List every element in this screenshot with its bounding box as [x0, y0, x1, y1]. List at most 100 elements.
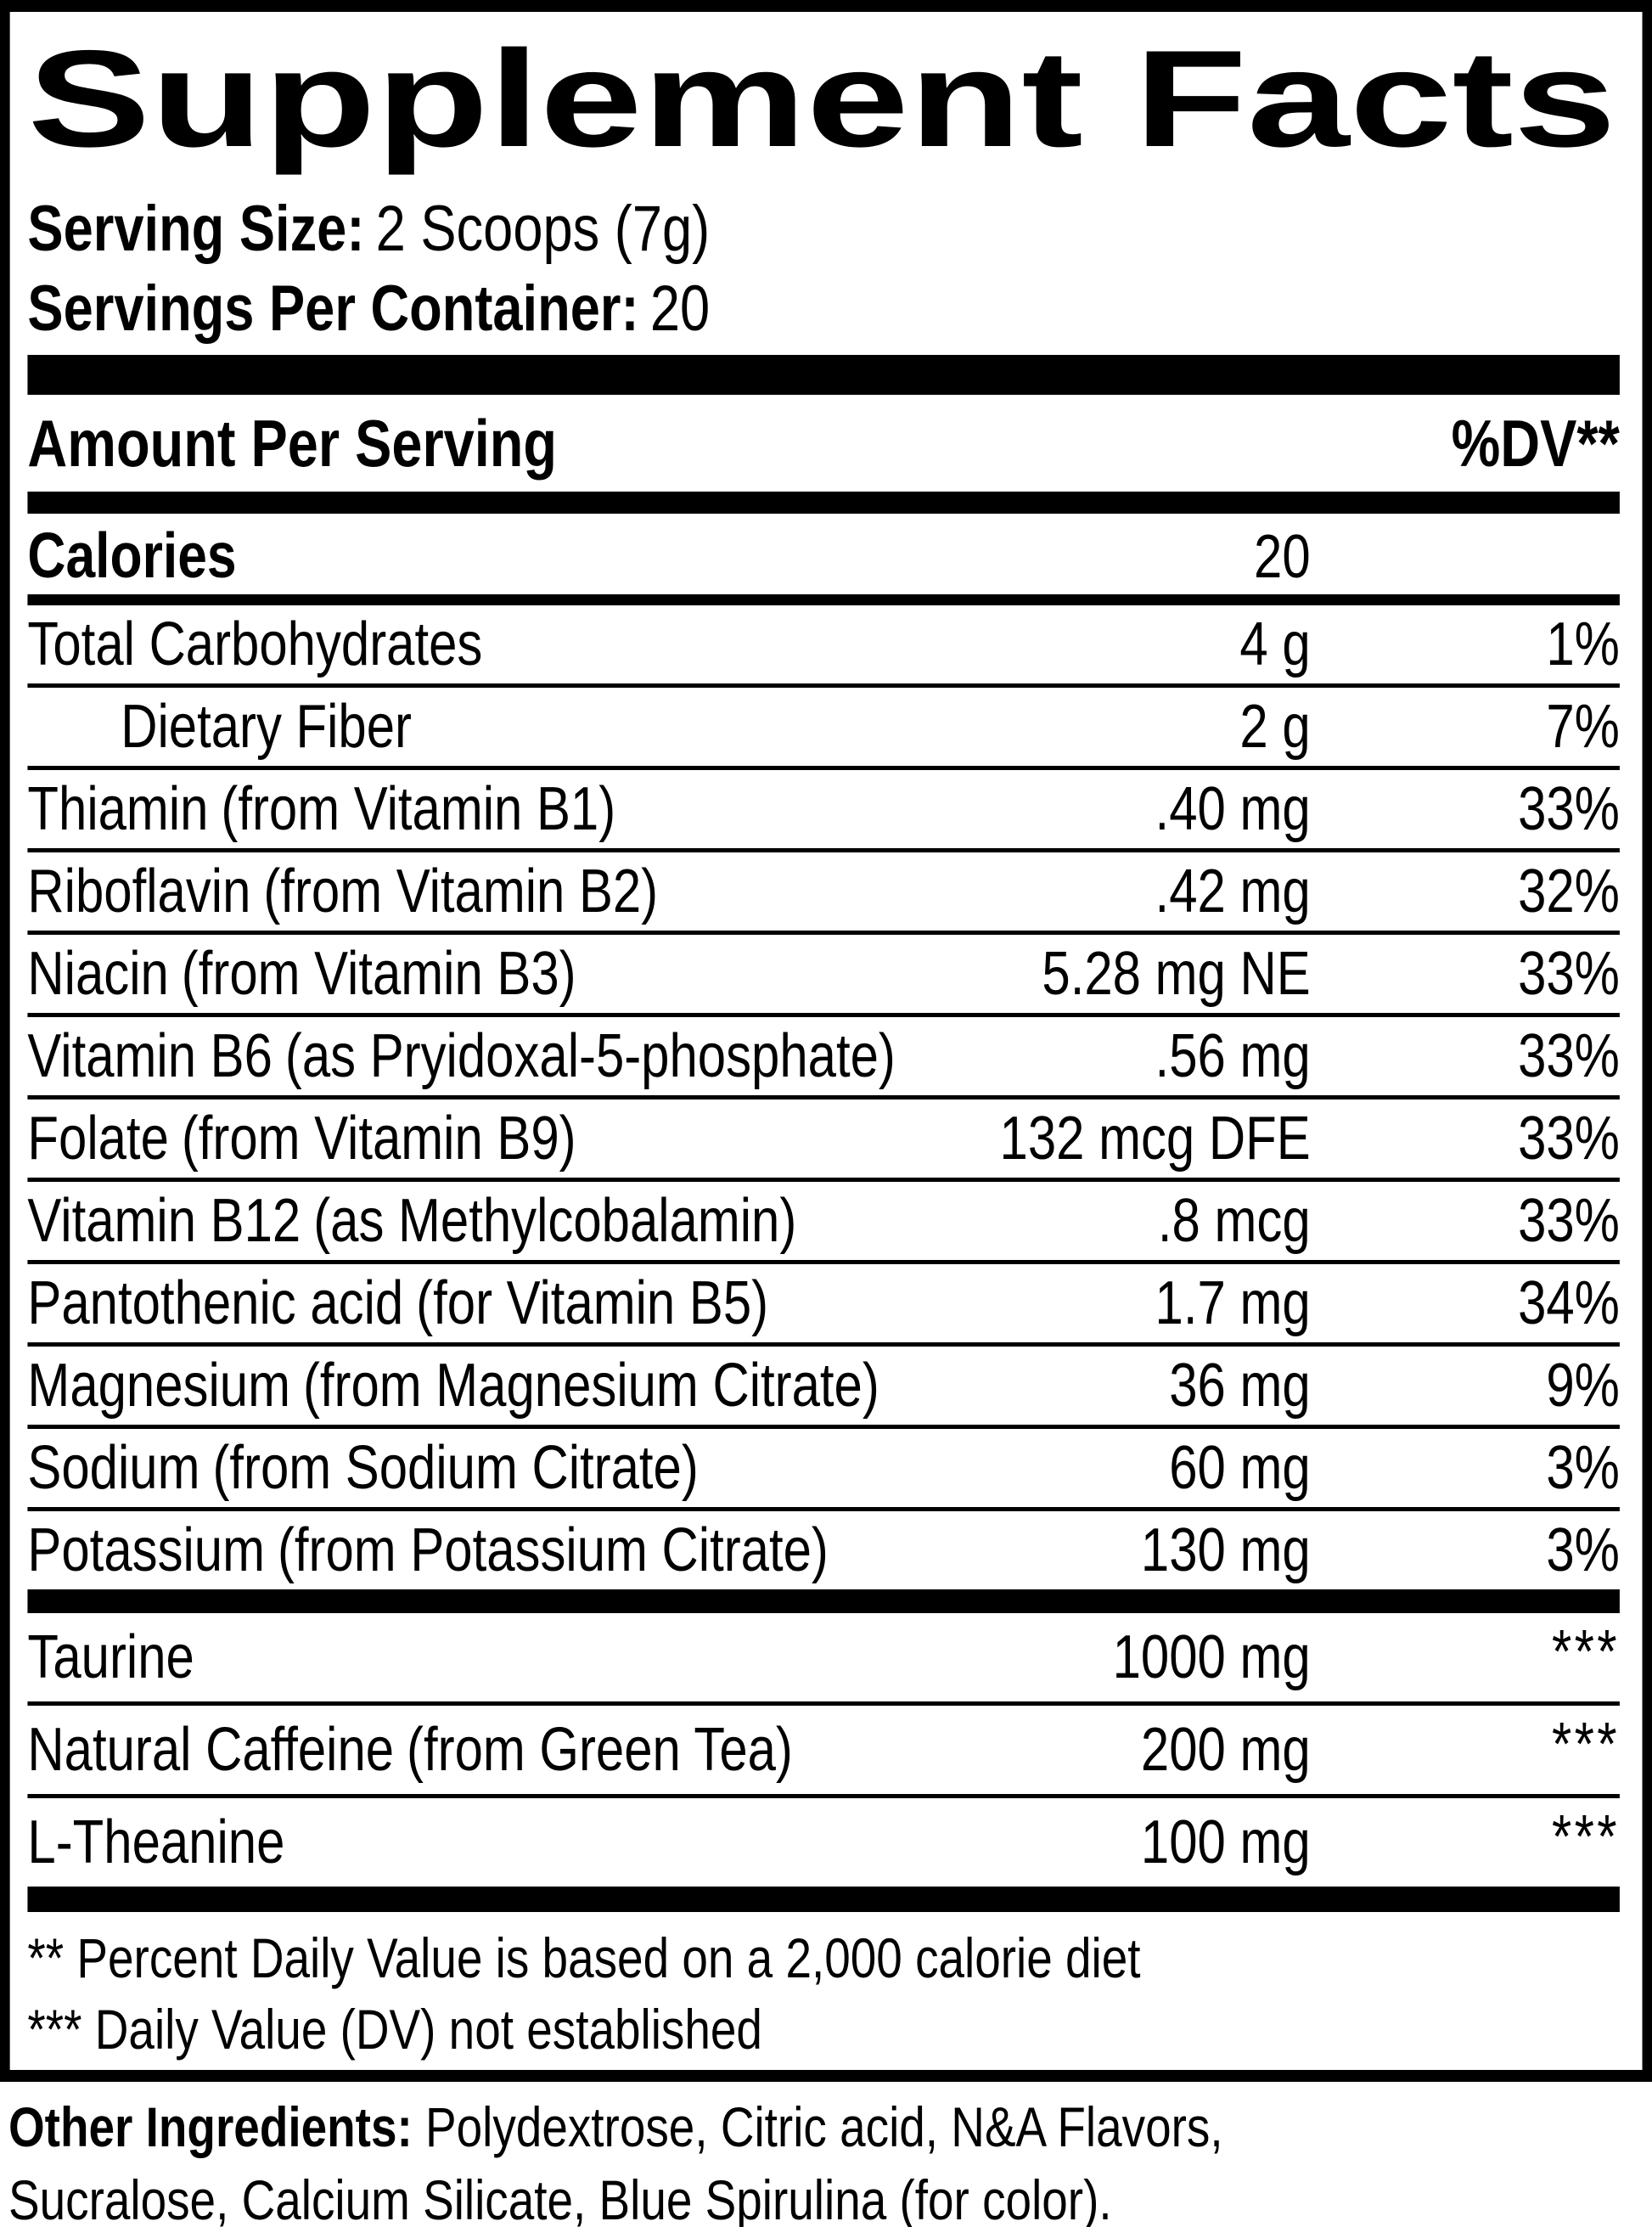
row-separator [27, 1425, 1620, 1429]
ingredient-amount: .8 mcg [1157, 1187, 1311, 1255]
calories-value: 20 [1254, 523, 1311, 591]
ingredient-name-cell: Niacin (from Vitamin B3) [27, 943, 576, 1004]
ingredient-dv: *** [1552, 1803, 1620, 1871]
table-row: Thiamin (from Vitamin B1) .40 mg 33% [27, 770, 1619, 848]
ingredient-name: Dietary Fiber [121, 693, 412, 761]
table-row: Niacin (from Vitamin B3) 5.28 mg NE 33% [27, 935, 1619, 1013]
ingredient-dv: 33% [1518, 775, 1620, 843]
extra-rows-group: Taurine 1000 mg *** Natural Caffeine (fr… [27, 1613, 1620, 1887]
other-ingredients-section: Other Ingredients: Polydextrose, Citric … [8, 2090, 1644, 2227]
ingredient-name-cell: Vitamin B12 (as Methylcobalamin) [27, 1190, 796, 1251]
ingredient-amount: 2 g [1239, 693, 1311, 761]
ingredient-name-cell: Dietary Fiber [27, 696, 412, 757]
ingredient-name: Vitamin B12 [27, 1187, 301, 1255]
ingredient-amount: 132 mcg DFE [999, 1105, 1311, 1173]
ingredient-name-cell: Natural Caffeine (from Green Tea) [27, 1719, 792, 1780]
ingredient-detail: (from Vitamin B1) [221, 775, 616, 843]
ingredient-amount: 5.28 mg NE [1042, 940, 1311, 1008]
table-row: L-Theanine 100 mg *** [27, 1798, 1619, 1887]
serving-size-label: Serving Size: [27, 193, 365, 265]
ingredient-dv: 3% [1546, 1434, 1620, 1502]
ingredient-name-cell: Thiamin (from Vitamin B1) [27, 779, 615, 840]
footnote-dv-not-established: *** Daily Value (DV) not established [27, 1998, 762, 2061]
servings-per-container-value: 20 [649, 273, 711, 345]
table-row: Taurine 1000 mg *** [27, 1613, 1619, 1701]
ingredient-amount: 36 mg [1169, 1352, 1311, 1420]
ingredient-name-cell: Vitamin B6 (as Pryidoxal-5-phosphate) [27, 1026, 895, 1087]
table-row: Potassium (from Potassium Citrate) 130 m… [27, 1511, 1619, 1589]
ingredient-name: Vitamin B6 [27, 1022, 273, 1090]
serving-size-line: Serving Size: 2 Scoops (7g) [27, 197, 1619, 262]
ingredient-name-cell: Folate (from Vitamin B9) [27, 1108, 576, 1169]
ingredient-dv: 9% [1546, 1352, 1620, 1420]
ingredient-name: Total Carbohydrates [27, 610, 483, 678]
ingredient-detail: (from Green Tea) [407, 1716, 793, 1784]
supplement-facts-panel: Supplement Facts Serving Size: 2 Scoops (… [0, 0, 1652, 2082]
ingredient-amount: 4 g [1239, 610, 1311, 678]
ingredient-name-cell: Total Carbohydrates [27, 614, 482, 675]
serving-size-value: 2 Scoops (7g) [375, 193, 711, 265]
row-separator [27, 848, 1620, 852]
section-divider-bar-footnotes [27, 1887, 1620, 1912]
row-separator-thick [27, 594, 1620, 605]
ingredient-name-cell: L-Theanine [27, 1812, 284, 1873]
ingredient-name: Taurine [27, 1623, 194, 1691]
row-separator [27, 1260, 1620, 1264]
ingredient-detail: (from Vitamin B2) [263, 858, 659, 925]
table-row: Folate (from Vitamin B9) 132 mcg DFE 33% [27, 1099, 1619, 1178]
table-row: Vitamin B12 (as Methylcobalamin) .8 mcg … [27, 1182, 1619, 1260]
calories-label: Calories [27, 520, 237, 591]
title-banner: Supplement Facts [27, 19, 1619, 180]
ingredient-detail: (from Magnesium Citrate) [302, 1352, 879, 1420]
ingredient-amount: .40 mg [1155, 775, 1311, 843]
row-separator [27, 1701, 1620, 1706]
title-svg: Supplement Facts [27, 21, 1615, 176]
ingredient-detail: (as Methylcobalamin) [313, 1187, 797, 1255]
table-row: Natural Caffeine (from Green Tea) 200 mg… [27, 1706, 1619, 1794]
ingredient-dv: *** [1552, 1618, 1620, 1686]
ingredient-amount: 130 mg [1140, 1516, 1311, 1584]
ingredient-dv: 34% [1518, 1269, 1620, 1337]
footnotes-section: ** Percent Daily Value is based on a 2,0… [27, 1912, 1619, 2065]
ingredient-dv: 33% [1518, 1105, 1620, 1173]
table-row: Sodium (from Sodium Citrate) 60 mg 3% [27, 1429, 1619, 1507]
ingredient-name: Natural Caffeine [27, 1716, 395, 1784]
calories-row: Calories 20 [27, 514, 1619, 594]
servings-per-container-label: Servings Per Container: [27, 273, 639, 345]
ingredient-name-cell: Pantothenic acid (for Vitamin B5) [27, 1273, 768, 1334]
ingredient-dv: 7% [1546, 693, 1620, 761]
ingredient-detail: (from Sodium Citrate) [212, 1434, 699, 1502]
ingredient-amount: 100 mg [1140, 1808, 1311, 1876]
ingredient-name-cell: Taurine [27, 1627, 194, 1688]
table-row: Pantothenic acid (for Vitamin B5) 1.7 mg… [27, 1264, 1619, 1342]
row-separator [27, 1013, 1620, 1017]
section-divider-bar-header [27, 492, 1620, 514]
ingredient-detail: (from Vitamin B3) [181, 940, 576, 1008]
ingredient-dv: 33% [1518, 940, 1620, 1008]
ingredient-amount: 1.7 mg [1155, 1269, 1311, 1337]
ingredient-dv: 3% [1546, 1516, 1620, 1584]
row-separator [27, 1178, 1620, 1182]
amount-per-serving-header: Amount Per Serving [27, 406, 558, 481]
ingredient-dv: 32% [1518, 858, 1620, 925]
ingredient-detail: (as Pryidoxal-5-phosphate) [284, 1022, 896, 1090]
row-separator [27, 931, 1620, 935]
ingredient-name: Magnesium [27, 1352, 290, 1420]
ingredient-detail: (from Potassium Citrate) [277, 1516, 829, 1584]
row-separator [27, 1342, 1620, 1347]
dv-header: %DV** [1451, 406, 1620, 481]
ingredient-amount: 200 mg [1140, 1716, 1311, 1784]
row-separator [27, 1507, 1620, 1511]
other-ingredients-label: Other Ingredients: [8, 2095, 413, 2158]
row-separator [27, 1794, 1620, 1798]
section-divider-bar-extra [27, 1589, 1620, 1613]
ingredient-name-cell: Magnesium (from Magnesium Citrate) [27, 1355, 879, 1416]
ingredient-dv: 33% [1518, 1022, 1620, 1090]
ingredient-name: Potassium [27, 1516, 266, 1584]
ingredient-name: Riboflavin [27, 858, 251, 925]
ingredient-name-cell: Sodium (from Sodium Citrate) [27, 1437, 698, 1499]
row-separator [27, 683, 1620, 688]
table-row: Dietary Fiber 2 g 7% [27, 688, 1620, 766]
ingredient-detail: (from Vitamin B9) [181, 1105, 576, 1173]
table-row: Total Carbohydrates 4 g 1% [27, 605, 1619, 683]
